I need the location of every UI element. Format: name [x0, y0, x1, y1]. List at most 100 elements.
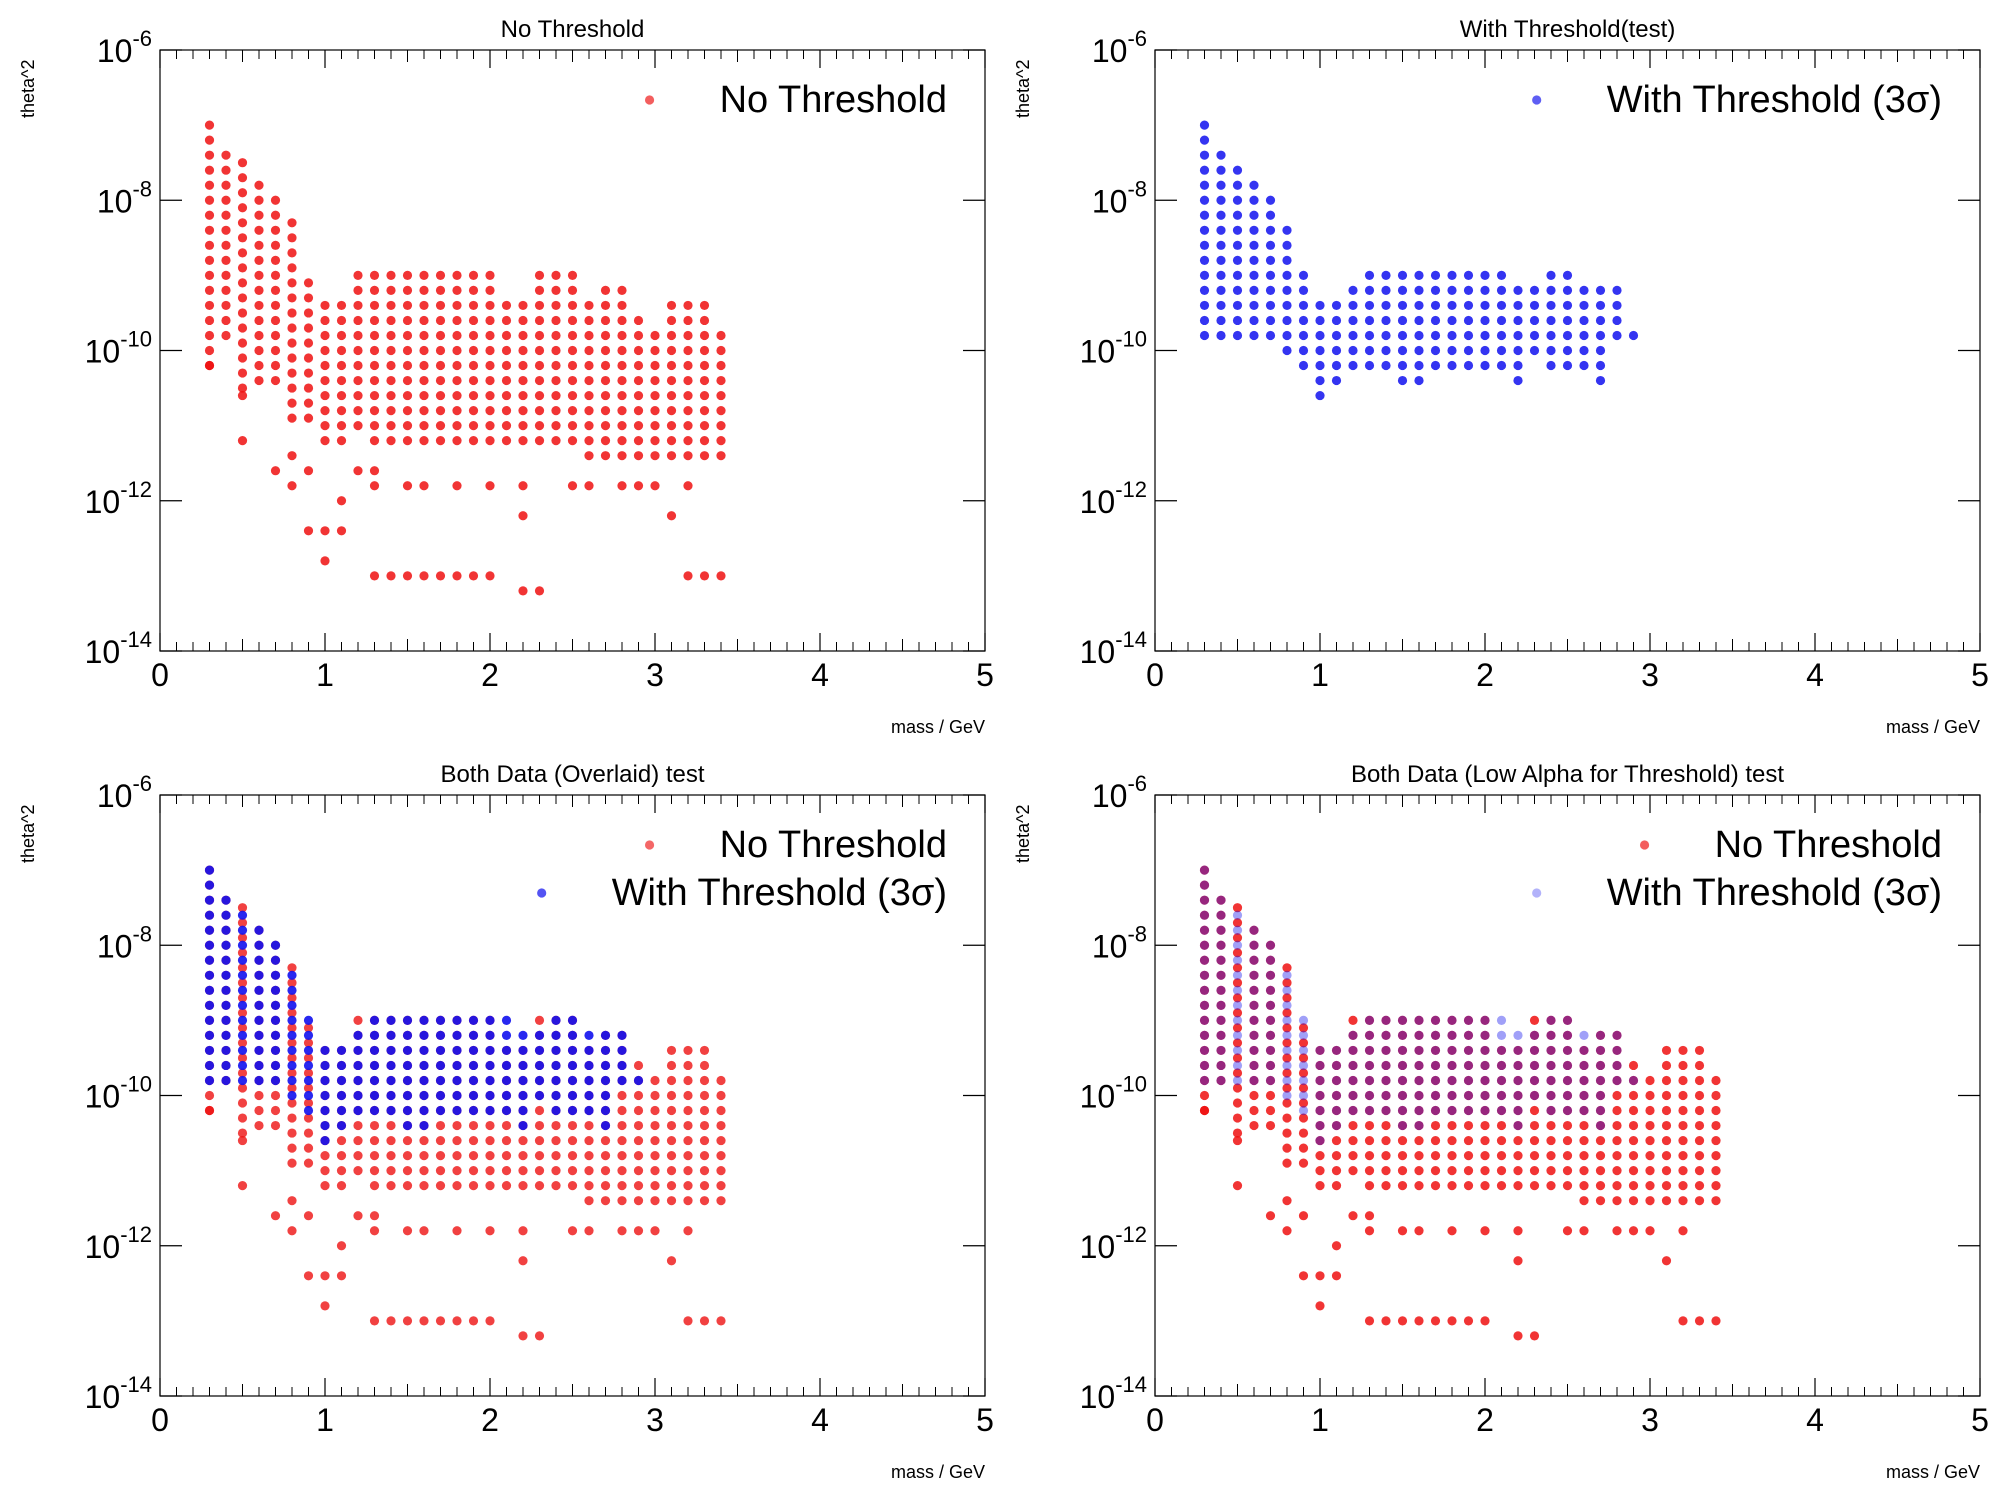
data-point — [600, 1075, 611, 1086]
data-point — [1265, 940, 1276, 950]
data-point — [386, 1090, 396, 1101]
data-point — [1282, 1158, 1292, 1168]
data-point — [1694, 1196, 1705, 1206]
data-point — [1430, 1075, 1441, 1086]
data-point — [1199, 895, 1210, 905]
data-point — [666, 1060, 677, 1071]
data-point — [1315, 1181, 1325, 1191]
data-point — [1414, 1075, 1424, 1086]
data-point — [1397, 330, 1408, 341]
data-point — [320, 1060, 330, 1071]
data-point — [369, 1166, 380, 1176]
data-point — [1430, 1105, 1441, 1116]
data-point — [402, 406, 413, 416]
data-point — [1562, 300, 1573, 311]
data-point — [567, 1075, 578, 1086]
data-point — [584, 300, 594, 311]
chart-title: Both Data (Overlaid) test — [440, 761, 704, 788]
data-point — [1546, 1030, 1556, 1040]
data-point — [270, 195, 281, 205]
data-point — [683, 1316, 693, 1326]
data-point — [716, 1105, 726, 1116]
data-point — [287, 248, 297, 258]
data-point — [1265, 955, 1276, 965]
data-point — [386, 1166, 396, 1176]
data-point — [452, 285, 462, 295]
data-point — [1678, 1181, 1688, 1191]
data-point — [1463, 1030, 1474, 1040]
data-point — [1364, 270, 1375, 280]
data-point — [1249, 195, 1259, 205]
data-point — [1199, 895, 1210, 905]
data-point — [1364, 1060, 1375, 1071]
data-point — [1348, 1105, 1358, 1116]
data-point — [369, 406, 380, 416]
data-point — [353, 360, 363, 371]
data-point — [1282, 300, 1292, 311]
data-point — [1628, 330, 1639, 341]
data-point — [485, 406, 495, 416]
data-point — [303, 1068, 314, 1078]
data-point — [1199, 1090, 1210, 1101]
data-point — [1595, 1196, 1606, 1206]
data-point — [221, 910, 231, 920]
data-point — [1265, 300, 1276, 311]
data-point — [485, 270, 495, 280]
data-point — [617, 1030, 627, 1040]
data-point — [452, 1030, 462, 1040]
data-point — [1199, 970, 1210, 980]
data-point — [287, 233, 297, 243]
data-point — [1463, 360, 1474, 371]
data-point — [551, 1166, 561, 1176]
data-point — [221, 1030, 231, 1040]
data-point — [386, 1105, 396, 1116]
data-point — [452, 1060, 462, 1071]
data-point — [386, 375, 396, 386]
data-point — [303, 1158, 314, 1168]
data-point — [1480, 1060, 1490, 1071]
data-point — [386, 390, 396, 401]
data-point — [254, 940, 264, 950]
data-point — [270, 955, 281, 965]
data-point — [584, 1135, 594, 1146]
data-point — [600, 1060, 611, 1071]
data-point — [1463, 1060, 1474, 1071]
data-point — [584, 1166, 594, 1176]
data-point — [353, 1105, 363, 1116]
y-axis-label: theta^2 — [18, 60, 38, 119]
data-point — [1216, 225, 1226, 235]
data-point — [1199, 955, 1210, 965]
data-point — [402, 345, 413, 356]
data-point — [1661, 1151, 1672, 1161]
data-point — [633, 436, 644, 446]
data-point — [1430, 1045, 1441, 1056]
data-point — [221, 940, 231, 950]
data-point — [1265, 1030, 1276, 1040]
data-point — [1199, 270, 1210, 280]
data-point — [1265, 225, 1276, 235]
data-point — [567, 1151, 578, 1161]
data-point — [1282, 1053, 1292, 1063]
data-point — [1364, 1045, 1375, 1056]
data-point — [1661, 1120, 1672, 1131]
data-point — [1661, 1181, 1672, 1191]
data-point — [419, 481, 429, 491]
data-point — [1645, 1196, 1655, 1206]
data-point — [666, 345, 677, 356]
data-point — [485, 330, 495, 341]
data-point — [1199, 1105, 1210, 1116]
data-point — [1249, 985, 1259, 995]
data-point — [1579, 1075, 1589, 1086]
data-point — [617, 1135, 627, 1146]
data-point — [551, 1151, 561, 1161]
data-point — [336, 1151, 347, 1161]
data-point — [683, 300, 693, 311]
data-point — [1711, 1105, 1721, 1116]
data-point — [1282, 345, 1292, 356]
data-point — [1282, 1030, 1292, 1040]
data-point — [270, 985, 281, 995]
data-point — [1364, 1105, 1375, 1116]
data-point — [1595, 285, 1606, 295]
data-point — [1249, 1030, 1259, 1040]
x-axis-label: mass / GeV — [1886, 1462, 1980, 1482]
